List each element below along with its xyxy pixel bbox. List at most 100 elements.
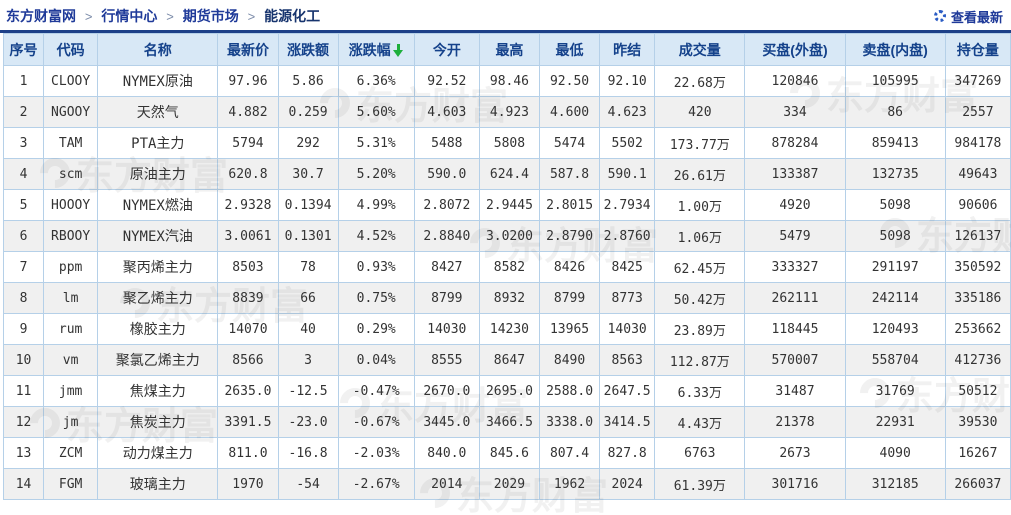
column-header-idx[interactable]: 序号 bbox=[2, 33, 45, 66]
breadcrumb-site-home[interactable]: 东方财富网 bbox=[6, 8, 76, 24]
cell-idx: 4 bbox=[2, 158, 45, 190]
cell-name[interactable]: 焦煤主力 bbox=[97, 375, 219, 407]
cell-code[interactable]: lm bbox=[43, 282, 99, 314]
cell-code[interactable]: vm bbox=[43, 344, 99, 376]
table-row: 13 ZCM 动力煤主力 811.0 -16.8 -2.03% 840.0 845.6 807.… bbox=[2, 437, 1011, 469]
column-header-code[interactable]: 代码 bbox=[43, 33, 99, 66]
cell-code[interactable]: jmm bbox=[43, 375, 99, 407]
cell-buy: 262111 bbox=[744, 282, 846, 314]
cell-name[interactable]: 动力煤主力 bbox=[97, 437, 219, 469]
cell-buy: 118445 bbox=[744, 313, 846, 345]
cell-open: 4.603 bbox=[413, 96, 480, 128]
table-row: 1 CLOOY NYMEX原油 97.96 5.86 6.36% 92.52 98.46 92.… bbox=[2, 65, 1011, 97]
cell-code[interactable]: rum bbox=[43, 313, 99, 345]
cell-high: 4.923 bbox=[478, 96, 541, 128]
cell-code[interactable]: FGM bbox=[43, 468, 99, 500]
cell-high: 3.0200 bbox=[478, 220, 541, 252]
cell-idx: 9 bbox=[2, 313, 45, 345]
cell-name[interactable]: 聚丙烯主力 bbox=[97, 251, 219, 283]
column-header-name[interactable]: 名称 bbox=[97, 33, 219, 66]
column-header-open[interactable]: 今开 bbox=[413, 33, 480, 66]
cell-oi: 2557 bbox=[944, 96, 1011, 128]
cell-last: 5794 bbox=[217, 127, 279, 159]
cell-settle: 8425 bbox=[599, 251, 656, 283]
cell-open: 2.8072 bbox=[413, 189, 480, 221]
cell-last: 811.0 bbox=[217, 437, 279, 469]
cell-name[interactable]: NYMEX燃油 bbox=[97, 189, 219, 221]
cell-buy: 5479 bbox=[744, 220, 846, 252]
header-divider-bar bbox=[0, 30, 1011, 33]
cell-code[interactable]: HOOOY bbox=[43, 189, 99, 221]
view-latest-link[interactable]: 查看最新 bbox=[933, 7, 1003, 26]
table-row: 11 jmm 焦煤主力 2635.0 -12.5 -0.47% 2670.0 2695.0 25… bbox=[2, 375, 1011, 407]
cell-high: 8932 bbox=[478, 282, 541, 314]
cell-last: 8566 bbox=[217, 344, 279, 376]
table-row: 3 TAM PTA主力 5794 292 5.31% 5488 5808 5474 5502 173… bbox=[2, 127, 1011, 159]
cell-name[interactable]: NYMEX汽油 bbox=[97, 220, 219, 252]
table-row: 14 FGM 玻璃主力 1970 -54 -2.67% 2014 2029 1962 2024 61… bbox=[2, 468, 1011, 500]
breadcrumb-quote-center[interactable]: 行情中心 bbox=[101, 8, 158, 24]
cell-open: 8555 bbox=[413, 344, 480, 376]
column-header-chg[interactable]: 涨跌额 bbox=[277, 33, 339, 66]
column-header-oi[interactable]: 持仓量 bbox=[944, 33, 1011, 66]
cell-name[interactable]: 橡胶主力 bbox=[97, 313, 219, 345]
cell-pct: 0.29% bbox=[337, 313, 415, 345]
cell-oi: 90606 bbox=[944, 189, 1011, 221]
table-row: 8 lm 聚乙烯主力 8839 66 0.75% 8799 8932 8799 8773 50.42… bbox=[2, 282, 1011, 314]
cell-last: 8839 bbox=[217, 282, 279, 314]
cell-low: 807.4 bbox=[538, 437, 601, 469]
cell-code[interactable]: jm bbox=[43, 406, 99, 438]
breadcrumb-futures-market[interactable]: 期货市场 bbox=[182, 8, 239, 24]
cell-high: 8647 bbox=[478, 344, 541, 376]
table-row: 10 vm 聚氯乙烯主力 8566 3 0.04% 8555 8647 8490 8563 112.… bbox=[2, 344, 1011, 376]
cell-low: 2.8790 bbox=[538, 220, 601, 252]
cell-high: 5808 bbox=[478, 127, 541, 159]
breadcrumb-separator: > bbox=[166, 9, 174, 24]
cell-code[interactable]: TAM bbox=[43, 127, 99, 159]
cell-vol: 6.33万 bbox=[654, 375, 746, 407]
cell-code[interactable]: ppm bbox=[43, 251, 99, 283]
cell-buy: 21378 bbox=[744, 406, 846, 438]
cell-idx: 5 bbox=[2, 189, 45, 221]
cell-code[interactable]: RBOOY bbox=[43, 220, 99, 252]
breadcrumb: 东方财富网 > 行情中心 > 期货市场 > 能源化工 bbox=[6, 6, 320, 26]
cell-idx: 14 bbox=[2, 468, 45, 500]
cell-code[interactable]: ZCM bbox=[43, 437, 99, 469]
column-header-settle[interactable]: 昨结 bbox=[599, 33, 656, 66]
cell-code[interactable]: NGOOY bbox=[43, 96, 99, 128]
cell-code[interactable]: CLOOY bbox=[43, 65, 99, 97]
table-row: 4 scm 原油主力 620.8 30.7 5.20% 590.0 624.4 587.8 590… bbox=[2, 158, 1011, 190]
cell-low: 8490 bbox=[538, 344, 601, 376]
cell-name[interactable]: 玻璃主力 bbox=[97, 468, 219, 500]
column-header-low[interactable]: 最低 bbox=[538, 33, 601, 66]
cell-vol: 1.06万 bbox=[654, 220, 746, 252]
column-header-pct[interactable]: 涨跌幅 bbox=[337, 33, 415, 66]
cell-name[interactable]: 天然气 bbox=[97, 96, 219, 128]
column-header-buy[interactable]: 买盘(外盘) bbox=[744, 33, 846, 66]
cell-settle: 4.623 bbox=[599, 96, 656, 128]
futures-quotes-table: 序号 代码 名称 最新价 涨跌额 涨跌幅 今开 最高 最低 昨结 成交量 买盘(外盘) 卖盘(内盘) 持仓… bbox=[2, 33, 1011, 500]
cell-name[interactable]: 聚氯乙烯主力 bbox=[97, 344, 219, 376]
table-row: 7 ppm 聚丙烯主力 8503 78 0.93% 8427 8582 8426 8425 62.4… bbox=[2, 251, 1011, 283]
cell-sell: 105995 bbox=[844, 65, 946, 97]
breadcrumb-separator: > bbox=[247, 9, 256, 24]
cell-code[interactable]: scm bbox=[43, 158, 99, 190]
sort-desc-icon bbox=[392, 43, 404, 57]
cell-name[interactable]: 原油主力 bbox=[97, 158, 219, 190]
cell-name[interactable]: PTA主力 bbox=[97, 127, 219, 159]
cell-high: 14230 bbox=[478, 313, 541, 345]
column-header-sell[interactable]: 卖盘(内盘) bbox=[844, 33, 946, 66]
cell-name[interactable]: 聚乙烯主力 bbox=[97, 282, 219, 314]
cell-open: 840.0 bbox=[413, 437, 480, 469]
column-header-vol[interactable]: 成交量 bbox=[654, 33, 746, 66]
cell-last: 8503 bbox=[217, 251, 279, 283]
column-header-last[interactable]: 最新价 bbox=[217, 33, 279, 66]
cell-vol: 6763 bbox=[654, 437, 746, 469]
cell-low: 1962 bbox=[538, 468, 601, 500]
cell-name[interactable]: 焦炭主力 bbox=[97, 406, 219, 438]
cell-buy: 31487 bbox=[744, 375, 846, 407]
cell-sell: 120493 bbox=[844, 313, 946, 345]
cell-chg: -16.8 bbox=[277, 437, 339, 469]
cell-name[interactable]: NYMEX原油 bbox=[97, 65, 219, 97]
column-header-high[interactable]: 最高 bbox=[478, 33, 541, 66]
